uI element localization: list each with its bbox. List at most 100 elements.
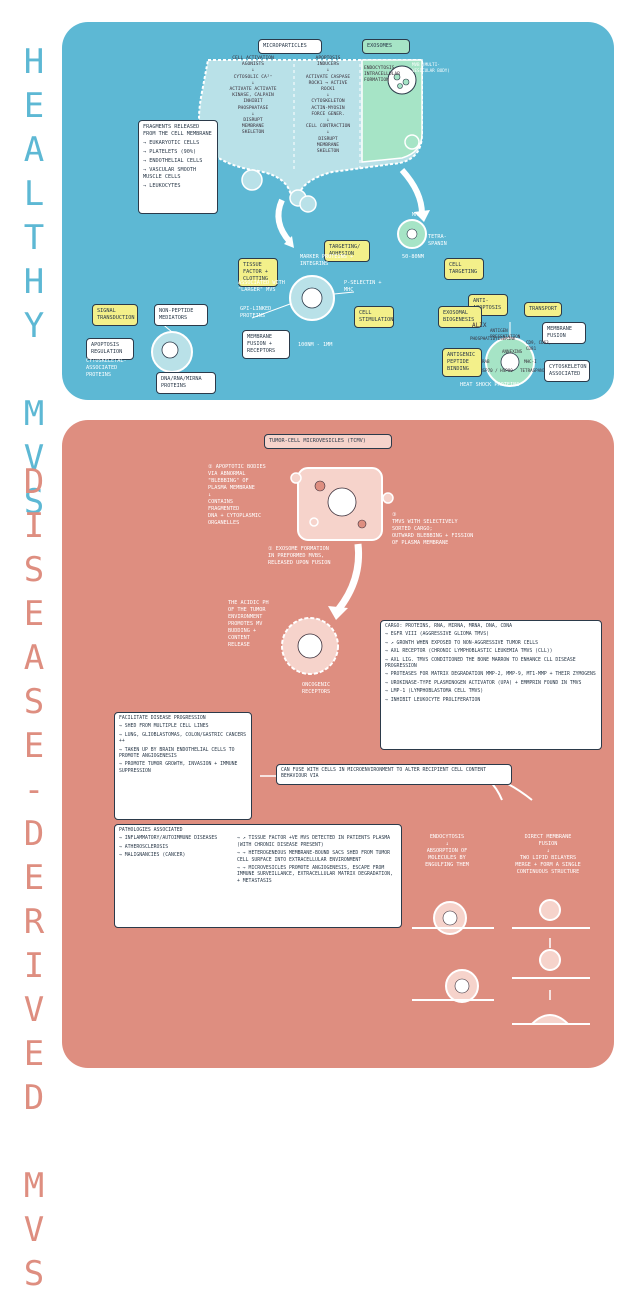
- text-line: ACTIVATE ACTIVATE: [229, 87, 277, 93]
- list-item: → → HETEROGENEOUS MEMBRANE-BOUND SACS SH…: [237, 851, 391, 863]
- text-line: THE ACIDIC pH: [228, 600, 269, 606]
- text-line: PROMOTES MV: [228, 621, 263, 627]
- side-title-letter: A: [23, 638, 45, 678]
- text-line: RELEASE: [228, 642, 250, 648]
- dna-rna-box: DNA/RNA/MIRNA PROTEINS: [156, 372, 216, 394]
- step-1-exosome-formation: ① EXOSOME FORMATION IN PREFORMED MVBS, REL…: [268, 546, 364, 567]
- cell-activation-pathway: CELL ACTIVATION AGONISTS ↓ CYTOSOLIC Ca²⁺ ↓ A…: [212, 56, 294, 137]
- side-title-letter: S: [23, 550, 45, 590]
- list-item: → PROTEASES FOR MATRIX DEGRADATION MMP-2…: [385, 672, 596, 678]
- exosomes-tag: EXOSOMES: [362, 39, 410, 54]
- exosomal-biogenesis-box: EXOSOMAL BIOGENESIS: [438, 306, 482, 328]
- cytoskeleton-associated-box: CYTOSKELETON ASSOCIATED: [544, 360, 590, 382]
- text-line: ① EXOSOME FORMATION: [268, 546, 329, 552]
- text-line: ↓: [251, 80, 255, 86]
- disease-drawings: [260, 467, 590, 1025]
- side-title-letter: D: [23, 462, 45, 502]
- list-item: → VASCULAR SMOOTH MUSCLE CELLS: [143, 167, 197, 180]
- non-peptide-box: NON-PEPTIDE MEDIATORS: [154, 304, 208, 326]
- text-line: ACTIN-MYOSIN: [311, 105, 345, 111]
- targeting-adhesion-box: TARGETING/ ADHESION: [324, 240, 370, 262]
- apoptosis-regulation-box: APOPTOSIS REGULATION: [86, 338, 134, 360]
- oncogenic-receptors-label: ONCOGENIC RECEPTORS: [302, 682, 331, 695]
- text-line: CONTAINS: [208, 499, 233, 505]
- pathologies-box: PATHOLOGIES ASSOCIATED → INFLAMMATORY/AU…: [114, 824, 402, 928]
- membrane-fusion-box: MEMBRANE FUSION: [542, 322, 586, 344]
- endocytosis-text: ENDOCYTOSIS ↓ ABSORPTION OF MOLECULES BY ENG…: [412, 834, 482, 869]
- side-title-letter: E: [23, 594, 45, 634]
- text-line: CELL CONTRACTION: [305, 124, 351, 130]
- cargo-box: CARGO: PROTEINS, RNA, MIRNA, MRNA, DNA, …: [380, 620, 602, 750]
- text-line: ENGULFING THEM: [425, 862, 469, 868]
- tmv-title: TUMOR-CELL MICROVESICLES (TCMV): [264, 434, 392, 449]
- side-title-letter: [14, 348, 54, 392]
- side-title-letter: I: [23, 946, 45, 986]
- side-title-letter: I: [23, 506, 45, 546]
- signal-transduction-box: SIGNAL TRANSDUCTION: [92, 304, 138, 326]
- direct-fusion-text: DIRECT MEMBRANE FUSION ↓ TWO LIPID BILAYERS…: [502, 834, 594, 876]
- microparticle-size: 100nm - 1μm: [298, 342, 333, 348]
- text-line: FUSION: [538, 841, 558, 847]
- text-line: AGONISTS: [241, 62, 265, 68]
- text-line: INDUCERS: [316, 62, 340, 68]
- text-line: SKELETON: [241, 130, 265, 136]
- associated-larger-text: ASSOCIATED WITH "LARGER" MVS: [238, 280, 285, 293]
- text-line: DNA + CYTOPLASMIC: [208, 513, 262, 519]
- side-title-letter: H: [23, 42, 45, 82]
- list-item: → EGFR VIII (AGGRESSIVE GLIOMA TMVS): [385, 632, 489, 638]
- list-item: → SHED FROM MULTIPLE CELL LINES: [119, 724, 209, 730]
- text-line: ↓: [251, 68, 255, 74]
- marker-proteins-text: MARKER PROTEINS + INTEGRINS: [300, 254, 354, 267]
- side-title-letter: E: [23, 858, 45, 898]
- pathologies-title: PATHOLOGIES ASSOCIATED: [119, 828, 183, 833]
- text-line: BUDDING +: [228, 628, 257, 634]
- list-item: → INFLAMMATORY/AUTOIMMUNE DISEASES: [119, 836, 218, 842]
- text-line: OF PLASMA MEMBRANE: [392, 540, 449, 546]
- list-item: → UROKINASE-TYPE PLASMINOGEN ACTIVATOR (…: [385, 680, 582, 686]
- mhc-i-label: MHC-I: [524, 359, 537, 364]
- tetraspanin-label: TETRA-SPANIN: [428, 234, 447, 247]
- text-line: ROCK1 → ACTIVE: [308, 80, 348, 86]
- side-title-letter: E: [23, 726, 45, 766]
- phosphatidylserine-label: PHOSPHATIDYLSERINE: [470, 336, 516, 341]
- rab-label: RAB: [482, 359, 490, 364]
- side-title-letter: S: [23, 682, 45, 722]
- side-title-letter: S: [23, 482, 45, 522]
- membrane-fusion-receptors-box: MEMBRANE FUSION + RECEPTORS: [242, 330, 290, 359]
- text-line: FRAGMENTED: [208, 506, 240, 512]
- disease-mvs-panel: TUMOR-CELL MICROVESICLES (TCMV) ② APOPTO…: [62, 420, 614, 1068]
- text-line: ORGANELLES: [208, 520, 240, 526]
- text-line: ↓: [546, 848, 550, 854]
- text-line: VIA ABNORMAL: [208, 471, 246, 477]
- tissue-factor-box: TISSUE FACTOR + CLOTTING: [238, 258, 278, 287]
- side-title-letter: V: [23, 438, 45, 478]
- text-line: ③: [392, 512, 397, 518]
- text-line: APOPTOSIS: [315, 56, 341, 61]
- side-title-letter: S: [23, 1254, 45, 1294]
- text-line: OF THE TUMOR: [228, 607, 266, 613]
- list-item: → PLATELETS (90%): [143, 149, 197, 155]
- text-line: RELEASED UPON FUSION: [268, 560, 331, 566]
- annexins-label: ANNEXINS: [502, 349, 523, 354]
- text-line: MERGE + FORM A SINGLE: [515, 862, 581, 868]
- list-item: → LEUKOCYTES: [143, 183, 181, 189]
- side-title-letter: -: [23, 770, 45, 810]
- list-item: → LMP-1 (LYMPHOBLASTOMA CELL TMVS): [385, 689, 484, 695]
- side-title-letter: E: [23, 86, 45, 126]
- side-title-letter: A: [23, 130, 45, 170]
- side-title-letter: D: [23, 814, 45, 854]
- side-title-letter: M: [23, 1166, 45, 1206]
- facilitate-list: → SHED FROM MULTIPLE CELL LINES → LUNG, G…: [119, 724, 247, 775]
- text-line: ↓: [251, 111, 255, 117]
- cell-stimulation-box: CELL STIMULATION: [354, 306, 394, 328]
- text-line: ENDOCYTOSIS: [364, 66, 395, 71]
- tetraspanins-label: TETRASPANINS: [520, 368, 551, 373]
- text-line: DISRUPT: [318, 136, 338, 142]
- step-2-apoptotic-bodies: ② APOPTOTIC BODIES VIA ABNORMAL "BLEBBING"…: [208, 464, 286, 527]
- text-line: MOLECULES BY: [428, 855, 466, 861]
- list-item: → ENDOTHELIAL CELLS: [143, 158, 203, 164]
- fuse-text-box: CAN FUSE WITH CELLS IN MICROENVIRONMENT …: [276, 764, 512, 785]
- text-line: ② APOPTOTIC BODIES: [208, 464, 266, 470]
- side-title-letter: [14, 1120, 54, 1164]
